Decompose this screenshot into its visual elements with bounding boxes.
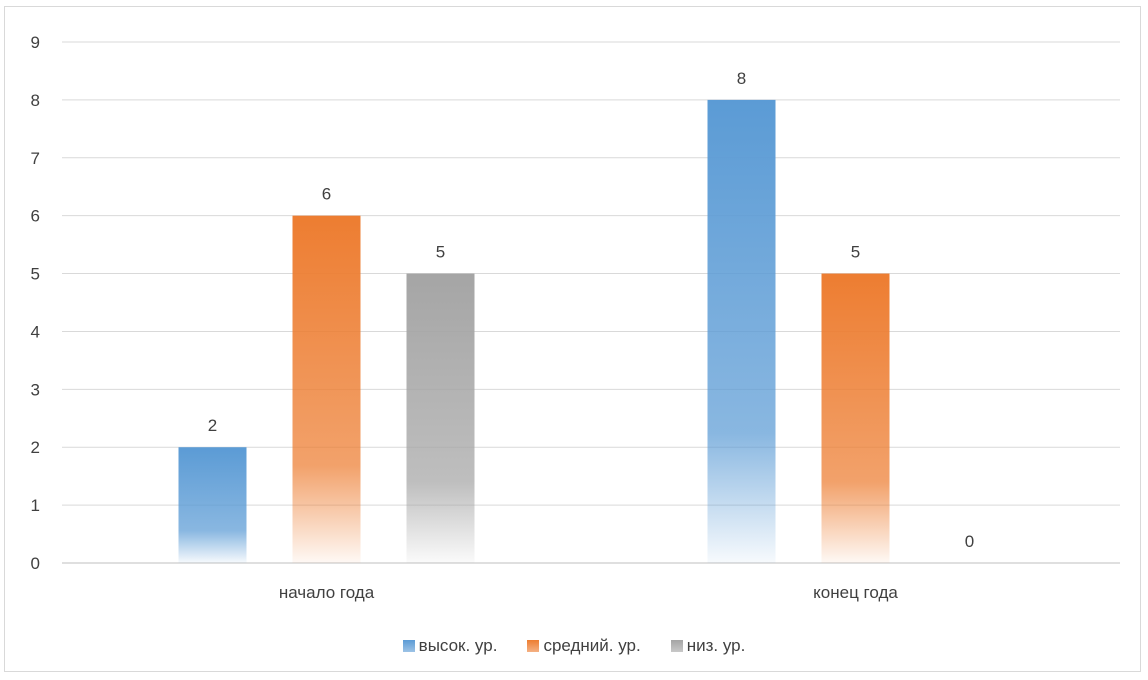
legend-item-2: низ. ур.	[670, 636, 746, 656]
legend-swatch-1	[527, 640, 540, 652]
category-label: начало года	[279, 583, 375, 602]
data-label: 2	[208, 416, 217, 435]
data-labels: 2 6 5 8 5 0	[208, 69, 974, 551]
y-tick-label: 9	[31, 33, 40, 52]
y-tick-label: 5	[31, 265, 40, 284]
legend-item-1: средний. ур.	[527, 636, 641, 656]
y-tick-label: 4	[31, 322, 40, 341]
data-label: 8	[737, 69, 746, 88]
data-label: 0	[965, 532, 974, 551]
x-axis-categories: начало года конец года	[279, 583, 899, 602]
y-tick-label: 1	[31, 496, 40, 515]
legend-label-2: низ. ур.	[686, 636, 746, 655]
category-label: конец года	[813, 583, 898, 602]
data-label: 5	[851, 243, 860, 262]
bar	[178, 447, 247, 563]
legend-swatch-2	[670, 640, 683, 652]
y-tick-label: 8	[31, 91, 40, 110]
y-tick-label: 7	[31, 149, 40, 168]
y-axis-ticks: 0 1 2 3 4 5 6 7 8 9	[31, 33, 40, 573]
y-tick-label: 3	[31, 380, 40, 399]
data-label: 5	[436, 243, 445, 262]
bar	[821, 273, 890, 563]
legend-label-1: средний. ур.	[543, 636, 641, 655]
legend-label-0: высок. ур.	[418, 636, 498, 655]
y-tick-label: 2	[31, 438, 40, 457]
y-tick-label: 6	[31, 207, 40, 226]
legend: высок. ур. средний. ур. низ. ур.	[0, 636, 1148, 656]
bar	[292, 215, 361, 563]
legend-item-0: высок. ур.	[402, 636, 498, 656]
data-label: 6	[322, 185, 331, 204]
bars	[178, 99, 890, 563]
bar	[707, 99, 776, 563]
legend-swatch-0	[402, 640, 415, 652]
y-tick-label: 0	[31, 554, 40, 573]
bar	[406, 273, 475, 563]
